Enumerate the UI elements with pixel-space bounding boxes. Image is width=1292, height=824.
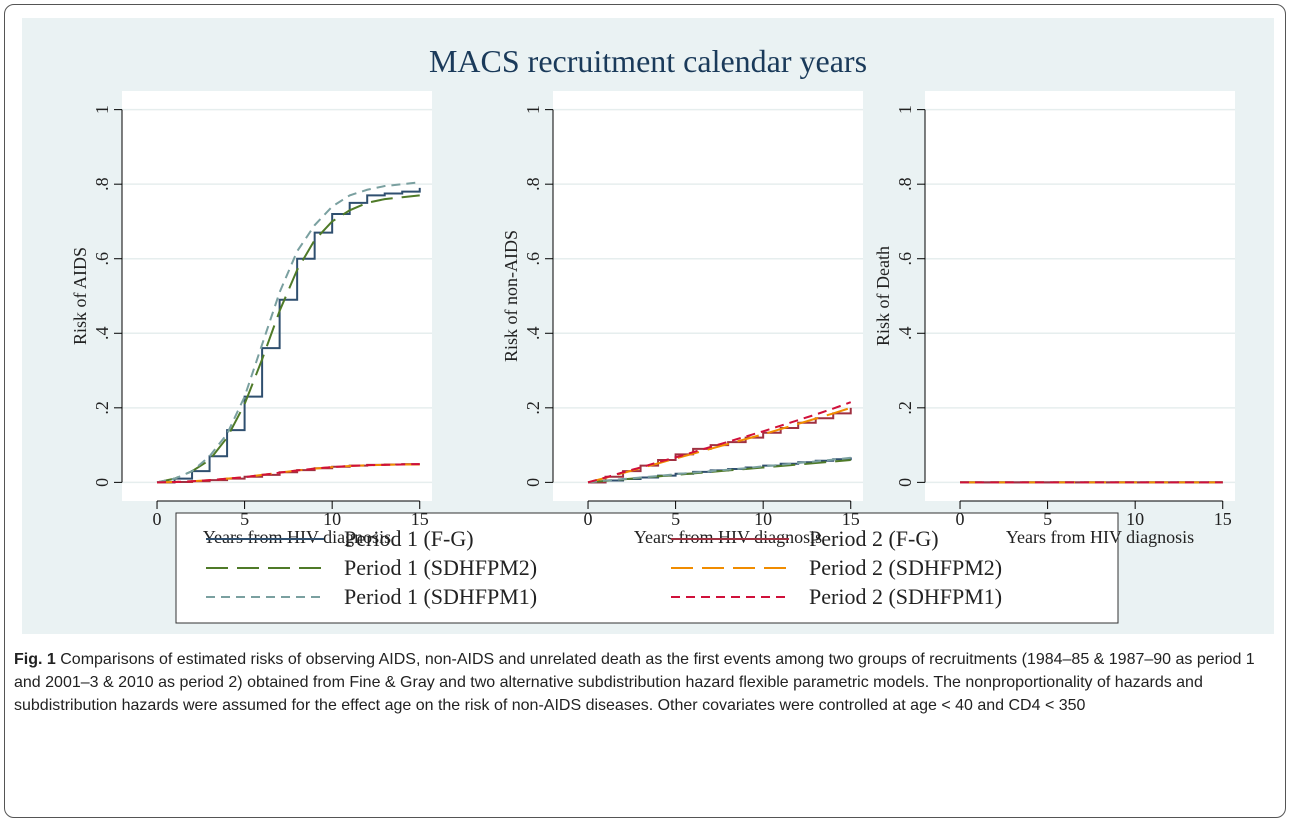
legend-label: Period 2 (F-G) <box>809 526 939 551</box>
y-tick-label: 0 <box>92 478 112 487</box>
y-axis-label: Risk of non-AIDS <box>501 230 521 362</box>
series-line <box>157 463 420 484</box>
y-tick-label: .4 <box>523 327 543 341</box>
y-axis-label: Risk of AIDS <box>70 247 90 345</box>
y-tick-label: .6 <box>92 252 112 266</box>
x-axis-label: Years from HIV diagnosis <box>203 527 391 547</box>
series-line <box>156 194 420 484</box>
x-tick-label: 15 <box>411 509 429 529</box>
caption: Fig. 1 Comparisons of estimated risks of… <box>14 648 1276 717</box>
x-tick-label: 5 <box>240 509 249 529</box>
y-tick-label: .6 <box>895 252 915 266</box>
x-tick-label: 5 <box>671 509 680 529</box>
y-tick-label: 1 <box>895 105 915 114</box>
y-tick-label: 0 <box>523 478 543 487</box>
series-line <box>588 407 852 484</box>
y-tick-label: .8 <box>92 177 112 191</box>
legend-box <box>175 512 1119 624</box>
x-tick-label: 10 <box>1126 509 1144 529</box>
series-line <box>156 181 420 484</box>
legend-label: Period 1 (F-G) <box>344 526 474 551</box>
legend-label: Period 1 (SDHFPM2) <box>344 555 537 580</box>
y-tick-label: 0 <box>895 478 915 487</box>
x-tick-label: 0 <box>956 509 965 529</box>
y-tick-label: 1 <box>523 105 543 114</box>
y-axis-label: Risk of Death <box>873 246 893 346</box>
legend-label: Period 2 (SDHFPM2) <box>809 555 1002 580</box>
chart-title: MACS recruitment calendar years <box>429 43 867 79</box>
y-tick-label: .2 <box>523 401 543 415</box>
legend-label: Period 1 (SDHFPM1) <box>344 584 537 609</box>
legend-label: Period 2 (SDHFPM1) <box>809 584 1002 609</box>
x-tick-label: 0 <box>584 509 593 529</box>
caption-text: Comparisons of estimated risks of observ… <box>14 651 1255 714</box>
x-tick-label: 5 <box>1043 509 1052 529</box>
x-tick-label: 0 <box>153 509 162 529</box>
y-tick-label: .4 <box>92 327 112 341</box>
x-tick-label: 15 <box>1214 509 1232 529</box>
x-axis-label: Years from HIV diagnosis <box>634 527 822 547</box>
y-tick-label: .4 <box>895 327 915 341</box>
y-tick-label: .6 <box>523 252 543 266</box>
series-line <box>157 187 421 484</box>
caption-label: Fig. 1 <box>14 651 56 668</box>
y-tick-label: .8 <box>895 177 915 191</box>
plot-area <box>925 91 1235 501</box>
y-tick-label: .8 <box>523 177 543 191</box>
series-line <box>587 401 852 484</box>
plot-area <box>553 91 863 501</box>
x-tick-label: 10 <box>323 509 341 529</box>
y-tick-label: .2 <box>92 401 112 415</box>
x-axis-label: Years from HIV diagnosis <box>1006 527 1194 547</box>
frame <box>4 4 1286 818</box>
x-tick-label: 15 <box>842 509 860 529</box>
chart: MACS recruitment calendar years 0 .2 .4 .6.… <box>22 18 1274 634</box>
x-tick-label: 10 <box>754 509 772 529</box>
series-line <box>587 459 851 484</box>
y-tick-label: .2 <box>895 401 915 415</box>
plot-area <box>122 91 432 501</box>
y-tick-label: 1 <box>92 105 112 114</box>
